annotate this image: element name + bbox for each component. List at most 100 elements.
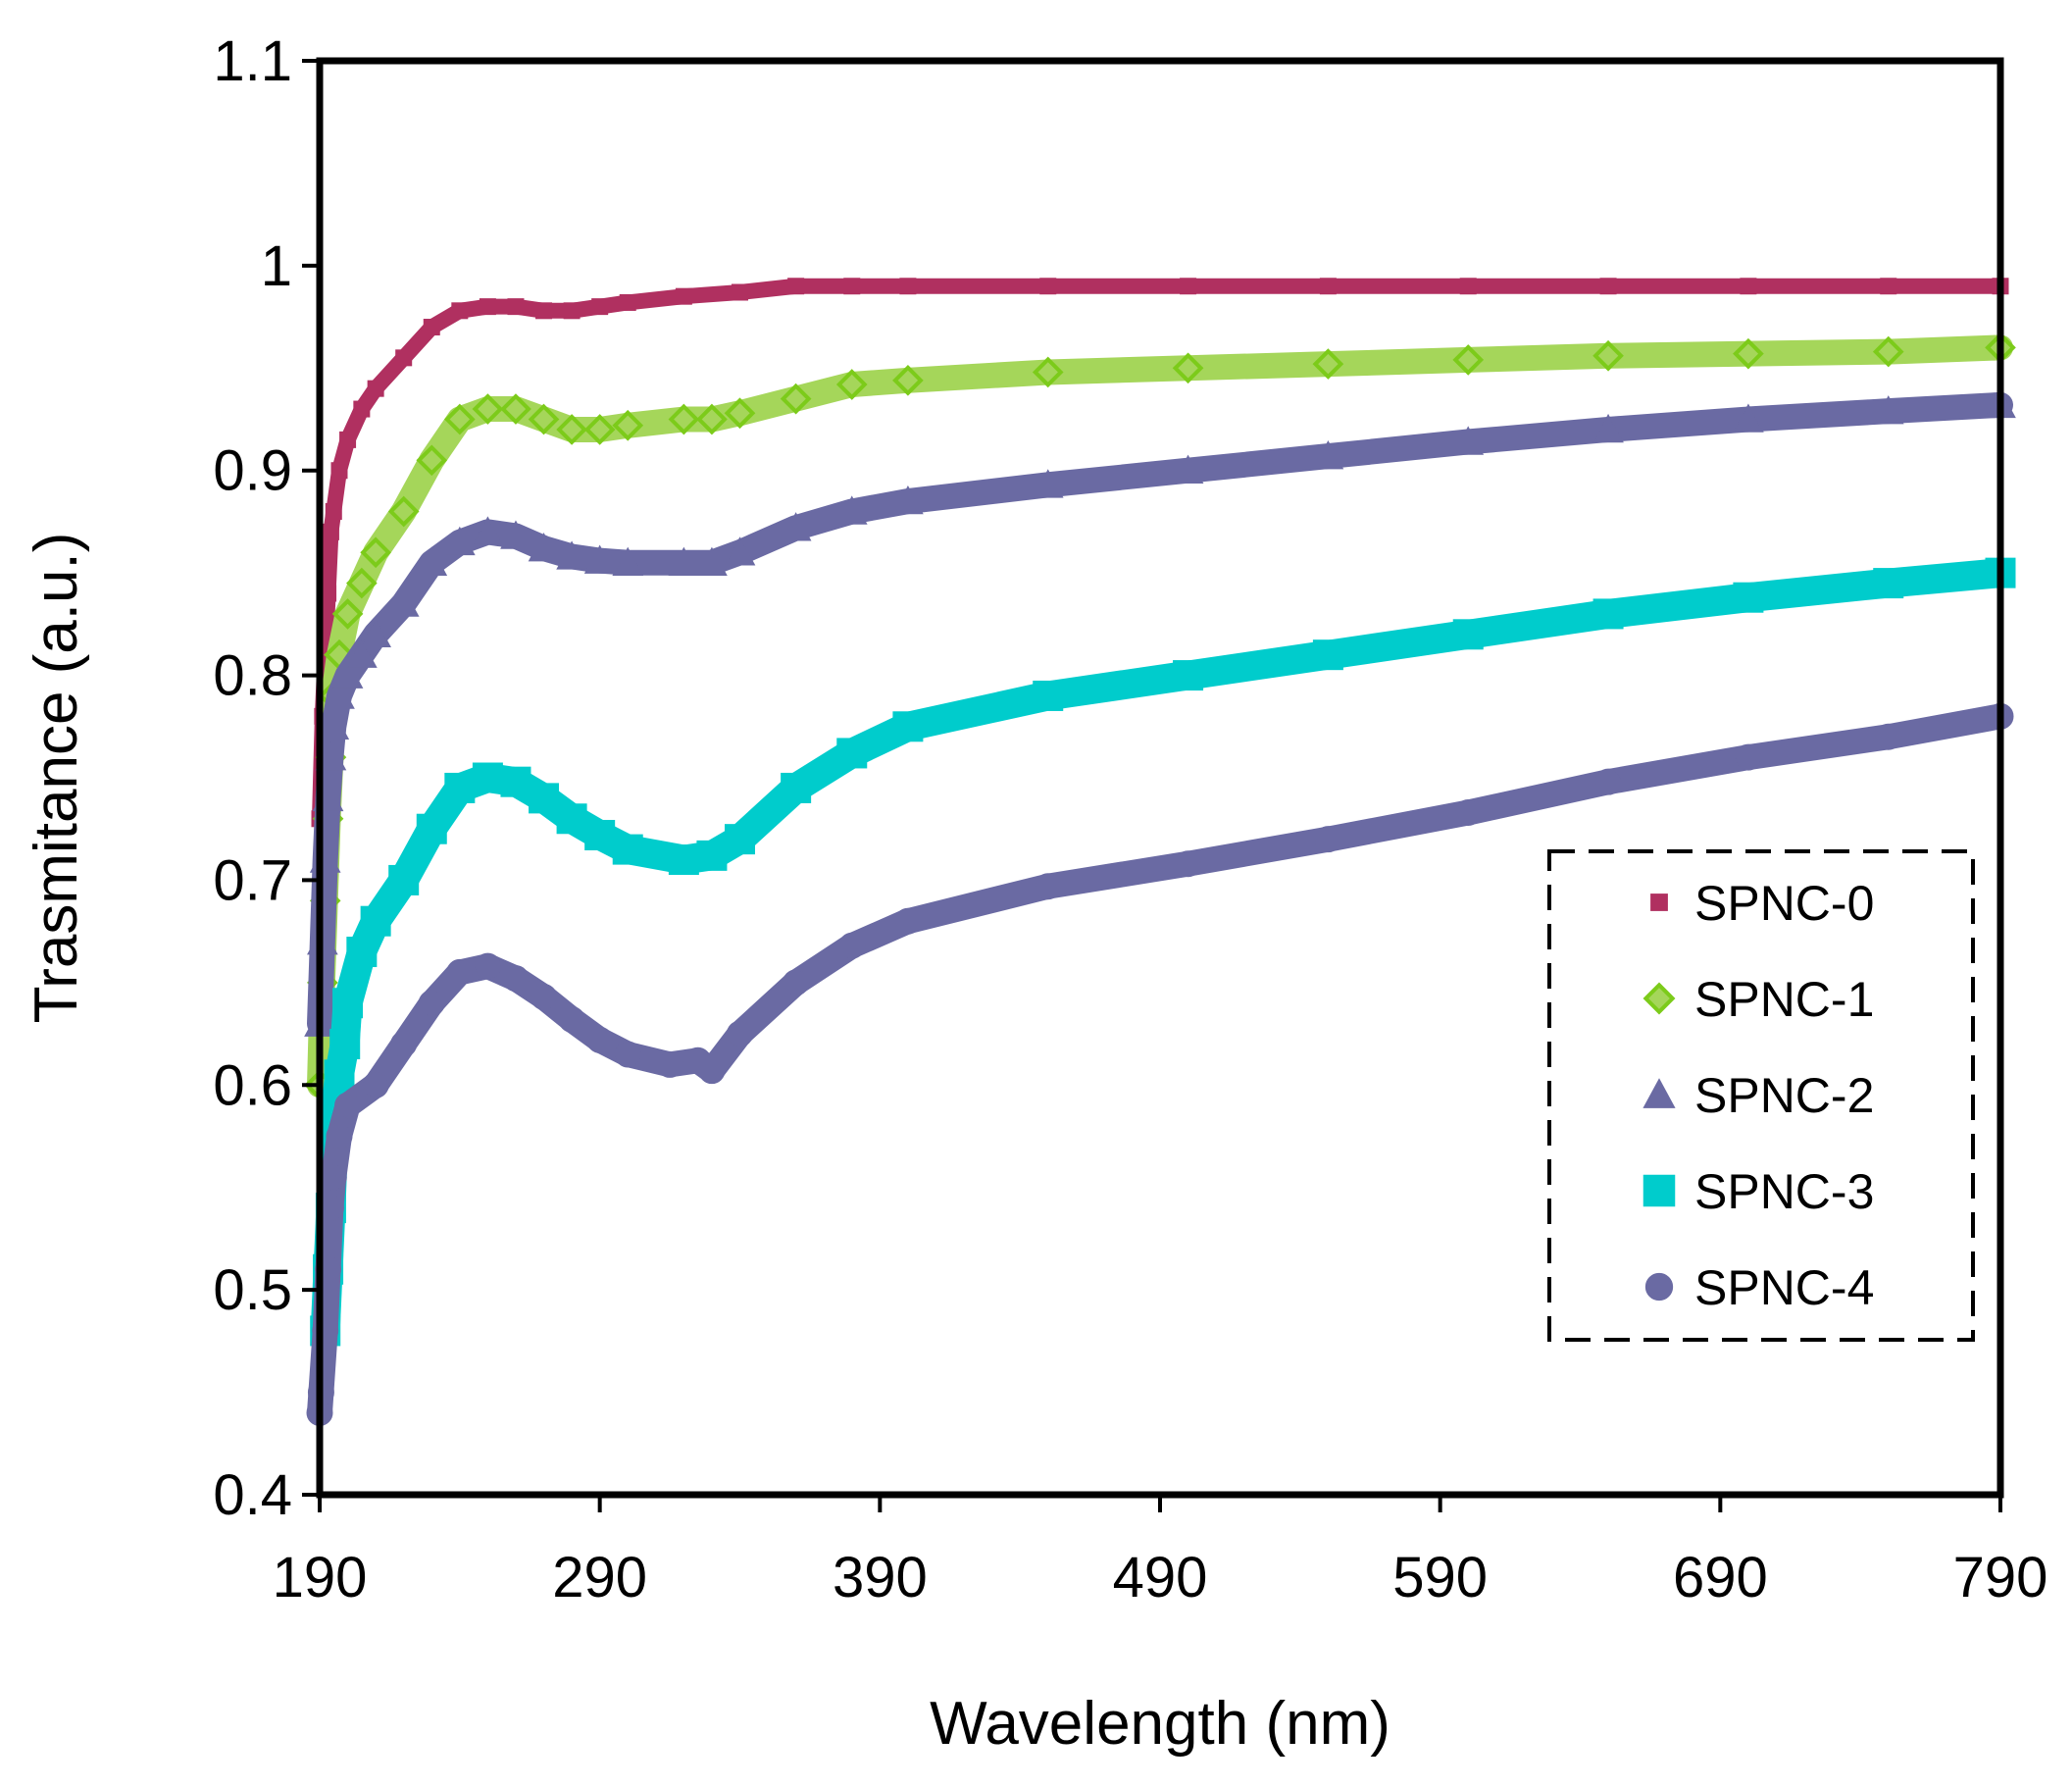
data-point bbox=[1592, 413, 1624, 443]
x-tick-label: 690 bbox=[1673, 1546, 1768, 1609]
data-point bbox=[451, 302, 469, 320]
data-point bbox=[474, 952, 501, 980]
data-point bbox=[346, 567, 378, 599]
data-point bbox=[329, 1029, 361, 1060]
x-tick-label: 790 bbox=[1953, 1546, 2048, 1609]
x-tick-label: 290 bbox=[552, 1546, 647, 1609]
data-point bbox=[656, 1050, 683, 1078]
data-point bbox=[360, 536, 391, 569]
data-point bbox=[556, 540, 587, 570]
data-point bbox=[325, 502, 342, 520]
data-point bbox=[1872, 335, 1904, 368]
legend-item: SPNC-3 bbox=[1642, 1164, 1874, 1219]
data-point bbox=[472, 516, 504, 545]
data-point bbox=[362, 1071, 389, 1098]
series-spnc-4 bbox=[306, 702, 2014, 1426]
data-point bbox=[668, 844, 699, 876]
data-point bbox=[1452, 426, 1485, 455]
data-point bbox=[367, 380, 384, 397]
data-point bbox=[1592, 598, 1624, 630]
legend-label: SPNC-0 bbox=[1694, 876, 1874, 931]
data-point bbox=[395, 349, 413, 367]
x-tick-label: 390 bbox=[833, 1546, 928, 1609]
data-point bbox=[698, 1057, 726, 1085]
data-point bbox=[416, 813, 447, 844]
y-tick-label: 0.9 bbox=[213, 439, 292, 503]
y-tick-label: 0.7 bbox=[213, 848, 292, 912]
data-point bbox=[612, 409, 644, 441]
y-tick-label: 0.5 bbox=[213, 1258, 292, 1322]
data-point bbox=[1172, 454, 1204, 484]
y-tick-label: 0.8 bbox=[213, 644, 292, 708]
y-tick-label: 1 bbox=[261, 234, 292, 298]
data-point bbox=[780, 383, 812, 415]
data-point bbox=[444, 772, 476, 803]
data-point bbox=[387, 587, 420, 617]
data-point bbox=[556, 414, 587, 445]
data-point bbox=[1594, 768, 1622, 795]
data-point bbox=[1880, 278, 1897, 295]
data-point bbox=[1875, 723, 1902, 750]
data-point bbox=[500, 393, 531, 425]
data-point bbox=[531, 983, 558, 1010]
data-point bbox=[529, 783, 560, 814]
data-point bbox=[1035, 873, 1062, 900]
data-point bbox=[507, 298, 525, 316]
data-point bbox=[331, 659, 364, 689]
data-point bbox=[1312, 440, 1344, 470]
legend-marker bbox=[1644, 1272, 1674, 1302]
data-point bbox=[838, 932, 866, 959]
data-point bbox=[360, 618, 391, 648]
data-point bbox=[326, 1123, 353, 1149]
data-point bbox=[668, 546, 700, 576]
data-point bbox=[892, 485, 924, 515]
data-point bbox=[612, 546, 644, 576]
data-point bbox=[787, 278, 805, 295]
x-tick-label: 490 bbox=[1113, 1546, 1208, 1609]
data-point bbox=[696, 546, 728, 576]
data-point bbox=[843, 278, 861, 295]
legend-label: SPNC-3 bbox=[1694, 1164, 1874, 1219]
x-tick-label: 190 bbox=[273, 1546, 368, 1609]
data-point bbox=[387, 495, 420, 528]
data-point bbox=[1872, 395, 1904, 425]
data-point bbox=[390, 1031, 418, 1058]
data-point bbox=[835, 495, 868, 525]
legend-label: SPNC-2 bbox=[1694, 1068, 1874, 1123]
data-point bbox=[894, 907, 922, 935]
data-point bbox=[725, 824, 755, 855]
legend: SPNC-0 SPNC-1 SPNC-2 SPNC-3 SPNC-4 bbox=[1547, 849, 1975, 1342]
data-point bbox=[724, 536, 756, 566]
legend-marker bbox=[1642, 982, 1676, 1015]
legend-marker bbox=[1650, 894, 1668, 911]
y-tick-label: 1.1 bbox=[213, 29, 292, 93]
data-point bbox=[1032, 356, 1064, 388]
series-layer bbox=[304, 278, 2016, 1426]
legend-marker bbox=[1642, 1078, 1676, 1108]
series-spnc-3 bbox=[310, 557, 2016, 1347]
x-axis-title: Wavelength (nm) bbox=[930, 1690, 1390, 1758]
data-point bbox=[416, 444, 448, 477]
data-point bbox=[1733, 403, 1764, 433]
data-point bbox=[591, 298, 609, 316]
data-point bbox=[535, 302, 553, 320]
data-point bbox=[558, 1005, 585, 1033]
data-point bbox=[1735, 743, 1762, 771]
data-point bbox=[899, 278, 917, 295]
data-point bbox=[500, 520, 531, 549]
x-tick-label: 590 bbox=[1392, 1546, 1488, 1609]
data-point bbox=[346, 937, 378, 968]
data-point bbox=[1459, 278, 1477, 295]
data-point bbox=[612, 834, 643, 865]
legend-item: SPNC-1 bbox=[1642, 972, 1874, 1027]
data-point bbox=[418, 990, 445, 1017]
data-point bbox=[416, 546, 448, 576]
data-point bbox=[1873, 568, 1904, 599]
data-point bbox=[556, 803, 587, 835]
data-point bbox=[584, 819, 616, 850]
data-point bbox=[528, 403, 560, 435]
legend-item: SPNC-0 bbox=[1650, 876, 1874, 931]
data-point bbox=[320, 1163, 347, 1191]
data-point bbox=[324, 680, 355, 709]
data-point bbox=[1314, 826, 1341, 853]
